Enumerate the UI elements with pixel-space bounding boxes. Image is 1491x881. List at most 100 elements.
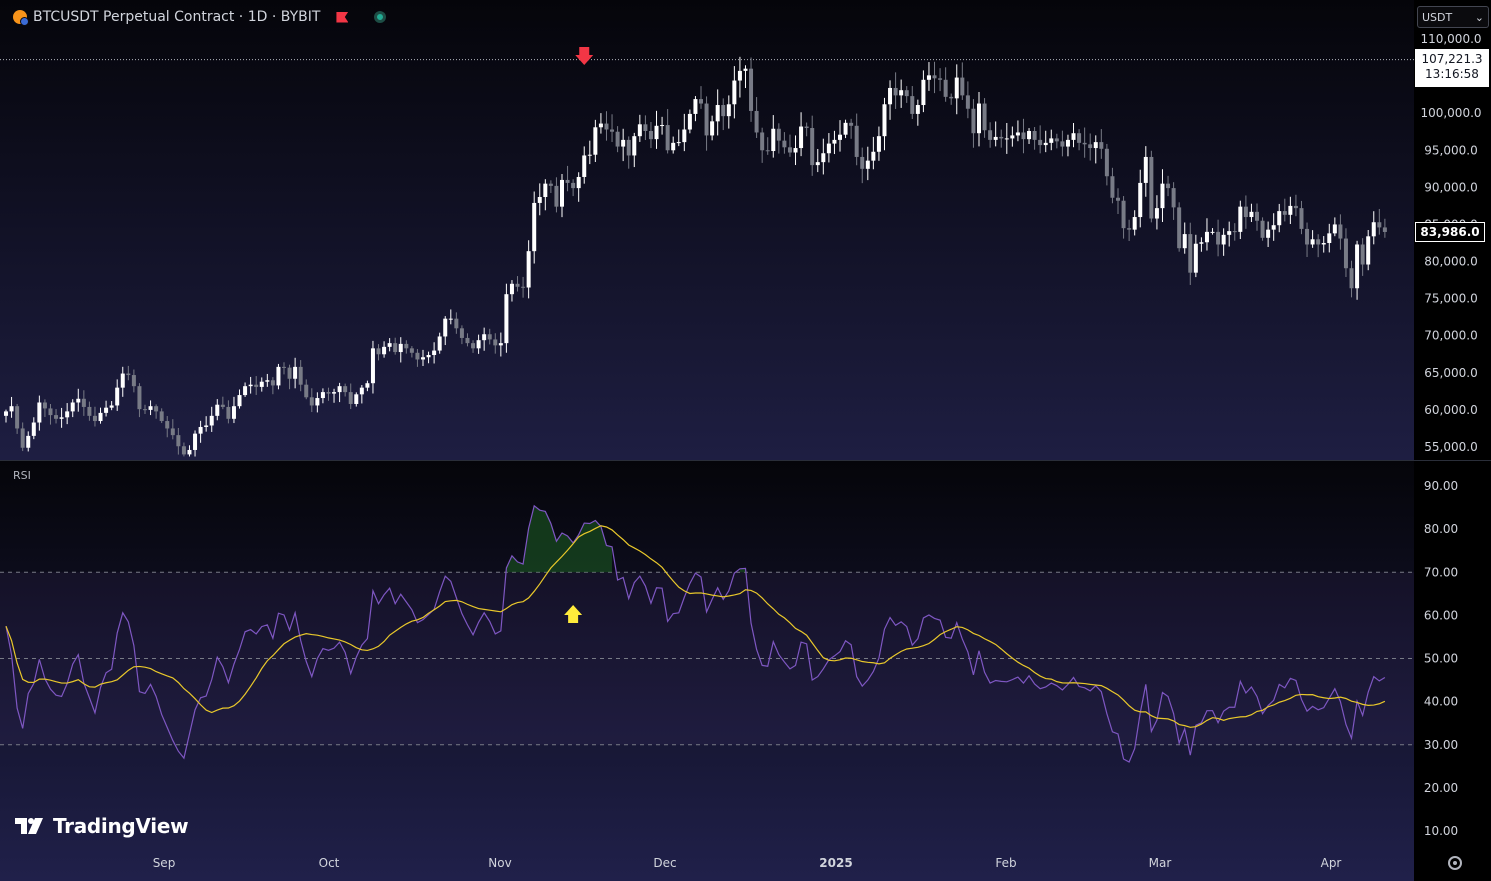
candle <box>287 364 292 390</box>
candle <box>31 417 36 440</box>
candle <box>259 377 264 392</box>
price-axis-tick: 95,000.0 <box>1424 143 1477 157</box>
candle <box>1210 228 1215 235</box>
candle <box>682 113 687 152</box>
candle <box>20 422 25 452</box>
candle <box>760 127 765 163</box>
candle <box>1143 146 1148 197</box>
candle <box>293 357 298 389</box>
candle <box>721 98 726 131</box>
market-status-icon[interactable] <box>374 11 387 23</box>
candle <box>1249 203 1254 222</box>
candle <box>193 430 198 457</box>
candle <box>1054 133 1059 149</box>
price-axis-tick: 70,000.0 <box>1424 329 1477 343</box>
candle <box>159 408 164 424</box>
candle <box>198 420 203 443</box>
candle <box>1243 195 1248 229</box>
price-axis-tick: 65,000.0 <box>1424 366 1477 380</box>
candle <box>660 116 665 135</box>
candle <box>710 115 715 141</box>
candle <box>498 332 503 357</box>
time-axis-tick: Sep <box>153 856 176 870</box>
candle <box>521 276 526 298</box>
candle <box>298 360 303 392</box>
candle <box>454 312 459 334</box>
candle <box>476 334 481 354</box>
price-axis-background <box>1414 0 1491 881</box>
candle <box>509 280 514 302</box>
rsi-indicator-label[interactable]: RSI <box>13 469 31 482</box>
candle <box>404 340 409 354</box>
candle <box>1382 218 1387 238</box>
candle <box>704 96 709 151</box>
candle <box>1216 219 1221 257</box>
candle <box>560 174 564 218</box>
candle <box>1377 208 1382 235</box>
rsi-axis-tick: 40.00 <box>1424 695 1458 709</box>
candle <box>398 337 403 363</box>
candle <box>315 392 320 413</box>
candle <box>565 165 570 192</box>
candle <box>165 416 170 438</box>
candle <box>615 126 620 153</box>
chart-header[interactable]: BTCUSDT Perpetual Contract · 1D · BYBIT <box>13 7 387 27</box>
candle <box>137 383 142 418</box>
candle <box>504 283 509 353</box>
current-price: 107,221.3 <box>1421 52 1483 66</box>
candle <box>1338 214 1343 250</box>
candle <box>960 62 965 100</box>
candle <box>409 346 414 358</box>
candle <box>15 403 20 434</box>
candle <box>1332 217 1337 237</box>
candle <box>743 65 748 89</box>
chevron-down-icon: ⌄ <box>1474 10 1484 24</box>
candle <box>248 376 253 394</box>
candle <box>587 140 592 165</box>
candle <box>231 396 236 424</box>
tradingview-logo[interactable]: TradingView <box>15 814 189 838</box>
candle <box>726 95 731 129</box>
candle <box>1099 129 1104 159</box>
candle <box>799 112 804 157</box>
candle <box>804 122 809 137</box>
candle <box>1160 169 1165 222</box>
rsi-axis-tick: 50.00 <box>1424 652 1458 666</box>
rsi-axis-tick: 90.00 <box>1424 479 1458 493</box>
candle <box>854 113 859 166</box>
time-axis-tick: Nov <box>488 856 511 870</box>
candle <box>515 276 520 292</box>
candle <box>1182 222 1187 254</box>
candle <box>871 136 876 170</box>
candle <box>665 109 670 154</box>
candle <box>42 399 47 417</box>
candle <box>1321 236 1326 253</box>
time-axis-tick: 2025 <box>819 856 852 870</box>
candle <box>926 62 931 91</box>
candle <box>1260 217 1265 241</box>
candle <box>243 382 248 397</box>
candle <box>526 240 531 299</box>
candle <box>1004 122 1009 154</box>
candle <box>354 392 359 407</box>
candle <box>170 419 175 440</box>
candle <box>860 147 865 184</box>
symbol-title[interactable]: BTCUSDT Perpetual Contract · 1D · BYBIT <box>33 9 321 25</box>
candle <box>465 333 470 347</box>
candle <box>938 68 943 92</box>
candle <box>1065 134 1070 157</box>
candle <box>98 407 103 424</box>
flag-icon[interactable] <box>336 11 349 23</box>
settings-icon[interactable] <box>1448 856 1462 870</box>
candle <box>1227 221 1232 247</box>
rsi-axis-tick: 10.00 <box>1424 824 1458 838</box>
currency-select[interactable]: USDT ⌄ <box>1417 6 1489 28</box>
candle <box>337 382 342 403</box>
time-axis-tick: Apr <box>1321 856 1342 870</box>
candle <box>910 86 915 119</box>
candle <box>120 366 125 397</box>
candle <box>593 119 598 163</box>
candle <box>671 136 676 154</box>
candle <box>309 388 314 413</box>
